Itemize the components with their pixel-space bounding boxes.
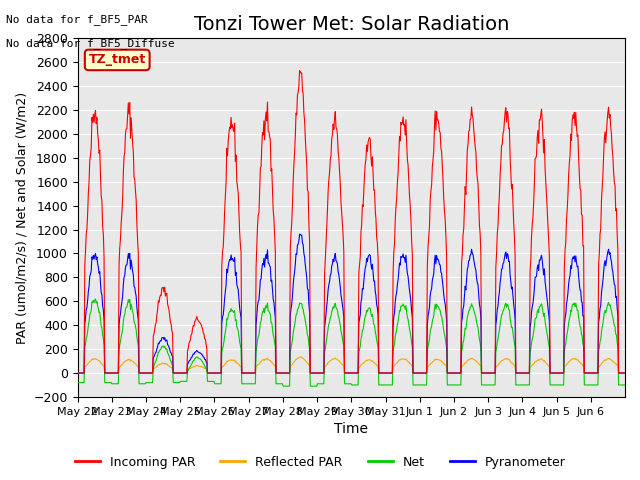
Text: No data for f_BF5_PAR: No data for f_BF5_PAR <box>6 14 148 25</box>
Legend: Incoming PAR, Reflected PAR, Net, Pyranometer: Incoming PAR, Reflected PAR, Net, Pyrano… <box>70 451 570 474</box>
Text: TZ_tmet: TZ_tmet <box>88 53 146 66</box>
Title: Tonzi Tower Met: Solar Radiation: Tonzi Tower Met: Solar Radiation <box>194 15 509 34</box>
Text: No data for f_BF5_Diffuse: No data for f_BF5_Diffuse <box>6 38 175 49</box>
X-axis label: Time: Time <box>334 422 369 436</box>
Y-axis label: PAR (umol/m2/s) / Net and Solar (W/m2): PAR (umol/m2/s) / Net and Solar (W/m2) <box>15 92 28 344</box>
